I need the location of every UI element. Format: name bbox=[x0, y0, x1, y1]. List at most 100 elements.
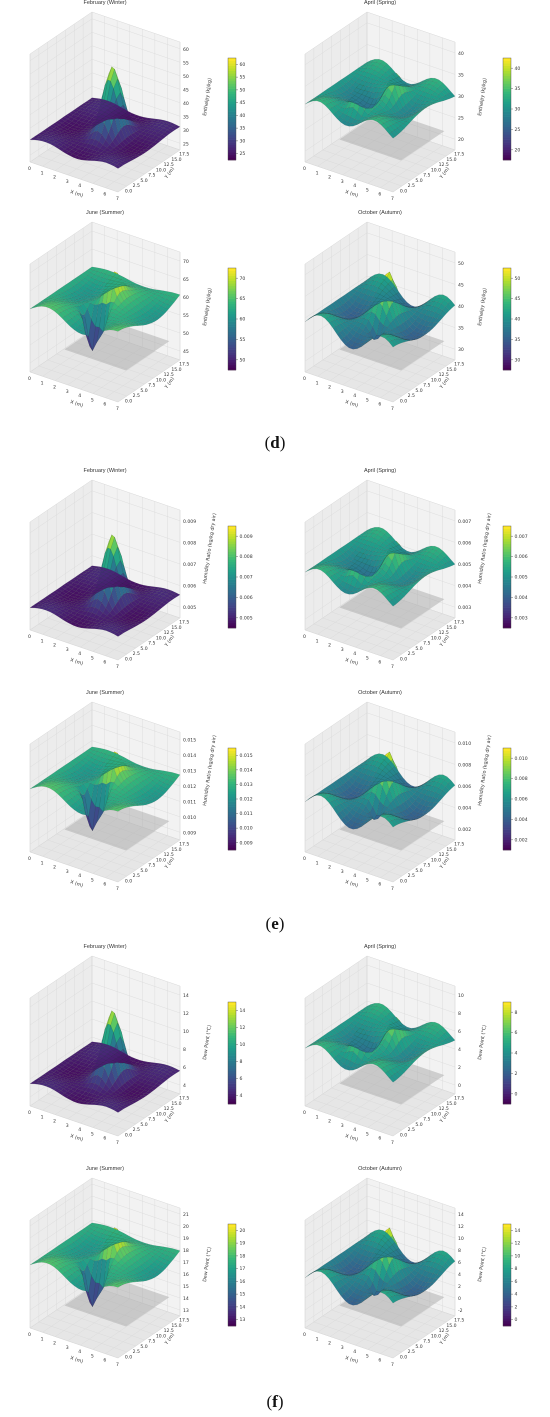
x-tick-label: 2 bbox=[53, 865, 56, 871]
y-tick-label: 0.0 bbox=[125, 398, 132, 404]
colorbar-segment bbox=[503, 584, 511, 588]
colorbar-segment bbox=[228, 543, 236, 547]
colorbar-segment bbox=[503, 801, 511, 805]
colorbar-segment bbox=[228, 584, 236, 588]
y-tick-label: 5.0 bbox=[140, 178, 147, 184]
colorbar-segment bbox=[503, 70, 511, 74]
colorbar-segment bbox=[228, 75, 236, 79]
colorbar-segment bbox=[503, 541, 511, 545]
colorbar-segment bbox=[228, 612, 236, 616]
y-tick-label: 5.0 bbox=[140, 868, 147, 874]
surface-facet bbox=[128, 581, 137, 586]
grid-line-y bbox=[29, 744, 119, 883]
colorbar-segment bbox=[228, 760, 236, 764]
y-tick-label: 0.0 bbox=[125, 188, 132, 194]
colorbar-segment bbox=[228, 837, 236, 841]
surface-facet bbox=[416, 784, 424, 788]
z-tick-label: 35 bbox=[458, 326, 464, 332]
grid-line-z bbox=[304, 490, 456, 533]
colorbar-segment bbox=[503, 587, 511, 591]
grid-line-z bbox=[304, 275, 456, 319]
y-tick-label: 0.0 bbox=[400, 398, 407, 404]
chart-title: June (Summer) bbox=[86, 690, 124, 696]
y-tick-label: 2.5 bbox=[408, 393, 415, 399]
colorbar-segment bbox=[503, 620, 511, 624]
figure-label-letter: e bbox=[271, 914, 279, 933]
y-tick-label: 5.0 bbox=[415, 388, 422, 394]
surface-facet bbox=[124, 111, 133, 116]
colorbar-segment bbox=[228, 594, 236, 598]
colorbar-segment bbox=[503, 78, 511, 82]
colorbar-segment bbox=[503, 152, 511, 156]
colorbar-segment bbox=[503, 594, 511, 598]
y-tick-label: 7.5 bbox=[148, 641, 155, 647]
z-tick-label: 0.009 bbox=[183, 519, 196, 525]
y-tick-label: 7.5 bbox=[423, 173, 430, 179]
chart-panel-d-april: April (Spring) 0 1 2 3 4 5 6 7 0.0 2.5 5.0 7.5 10.0 1… bbox=[275, 0, 550, 205]
colorbar-segment bbox=[503, 268, 511, 271]
grid-line-y bbox=[331, 504, 420, 643]
colorbar-segment bbox=[228, 531, 236, 534]
colorbar-segment bbox=[228, 788, 236, 792]
colorbar-segment bbox=[503, 839, 511, 843]
figure-label-close-paren: ) bbox=[279, 433, 286, 452]
colorbar-segment bbox=[228, 70, 236, 74]
grid-line-z bbox=[304, 22, 456, 65]
colorbar-segment bbox=[503, 546, 511, 550]
colorbar-segment bbox=[503, 786, 511, 790]
x-tick-label: 3 bbox=[341, 179, 344, 185]
colorbar-segment bbox=[228, 344, 236, 348]
colorbar-tick-label: 35 bbox=[515, 337, 521, 343]
colorbar-segment bbox=[503, 536, 511, 540]
colorbar-segment bbox=[228, 137, 236, 140]
x-tick-label: 6 bbox=[378, 660, 381, 666]
surface-facet bbox=[384, 63, 392, 70]
colorbar-segment bbox=[228, 796, 236, 800]
colorbar-segment bbox=[228, 98, 236, 102]
colorbar-segment bbox=[228, 607, 236, 611]
colorbar-segment bbox=[503, 804, 511, 807]
colorbar-segment bbox=[503, 359, 511, 363]
colorbar-segment bbox=[503, 579, 511, 583]
colorbar-segment bbox=[228, 311, 236, 315]
x-tick-label: 7 bbox=[116, 886, 119, 892]
colorbar-segment bbox=[228, 589, 236, 593]
colorbar-segment bbox=[228, 86, 236, 89]
colorbar-tick-label: 0.010 bbox=[515, 756, 528, 762]
colorbar-segment bbox=[228, 301, 236, 304]
colorbar-segment bbox=[503, 362, 511, 366]
grid-line-y bbox=[313, 516, 402, 655]
colorbar-segment bbox=[228, 285, 236, 289]
colorbar-segment bbox=[503, 612, 511, 616]
z-tick-label: 30 bbox=[458, 347, 464, 353]
colorbar-segment bbox=[503, 582, 511, 585]
x-tick-label: 7 bbox=[391, 664, 394, 670]
surface-facet bbox=[364, 60, 372, 65]
z-tick-label: 0.004 bbox=[458, 584, 471, 590]
surface-facet bbox=[436, 547, 444, 554]
colorbar-segment bbox=[228, 809, 236, 813]
colorbar-segment bbox=[503, 319, 511, 322]
z-tick-label: 35 bbox=[183, 114, 189, 120]
colorbar-segment bbox=[503, 68, 511, 72]
colorbar-segment bbox=[503, 827, 511, 830]
surface-facet bbox=[403, 550, 412, 554]
y-tick-label: 17.5 bbox=[179, 842, 189, 848]
colorbar-segment bbox=[228, 605, 236, 608]
grid-line-z bbox=[29, 86, 181, 129]
grid-line-y bbox=[38, 48, 127, 187]
grid-line-y bbox=[38, 992, 127, 1131]
colorbar-segment bbox=[503, 543, 511, 547]
surface-facet bbox=[160, 770, 169, 775]
z-tick-label: 45 bbox=[183, 87, 189, 93]
colorbar-segment bbox=[228, 829, 236, 833]
colorbar-segment bbox=[503, 329, 511, 333]
colorbar-segment bbox=[503, 349, 511, 353]
colorbar-segment bbox=[228, 821, 236, 825]
colorbar-segment bbox=[503, 301, 511, 304]
colorbar-segment bbox=[228, 622, 236, 626]
colorbar-segment bbox=[503, 131, 511, 135]
y-tick-label: 10.0 bbox=[431, 167, 441, 173]
